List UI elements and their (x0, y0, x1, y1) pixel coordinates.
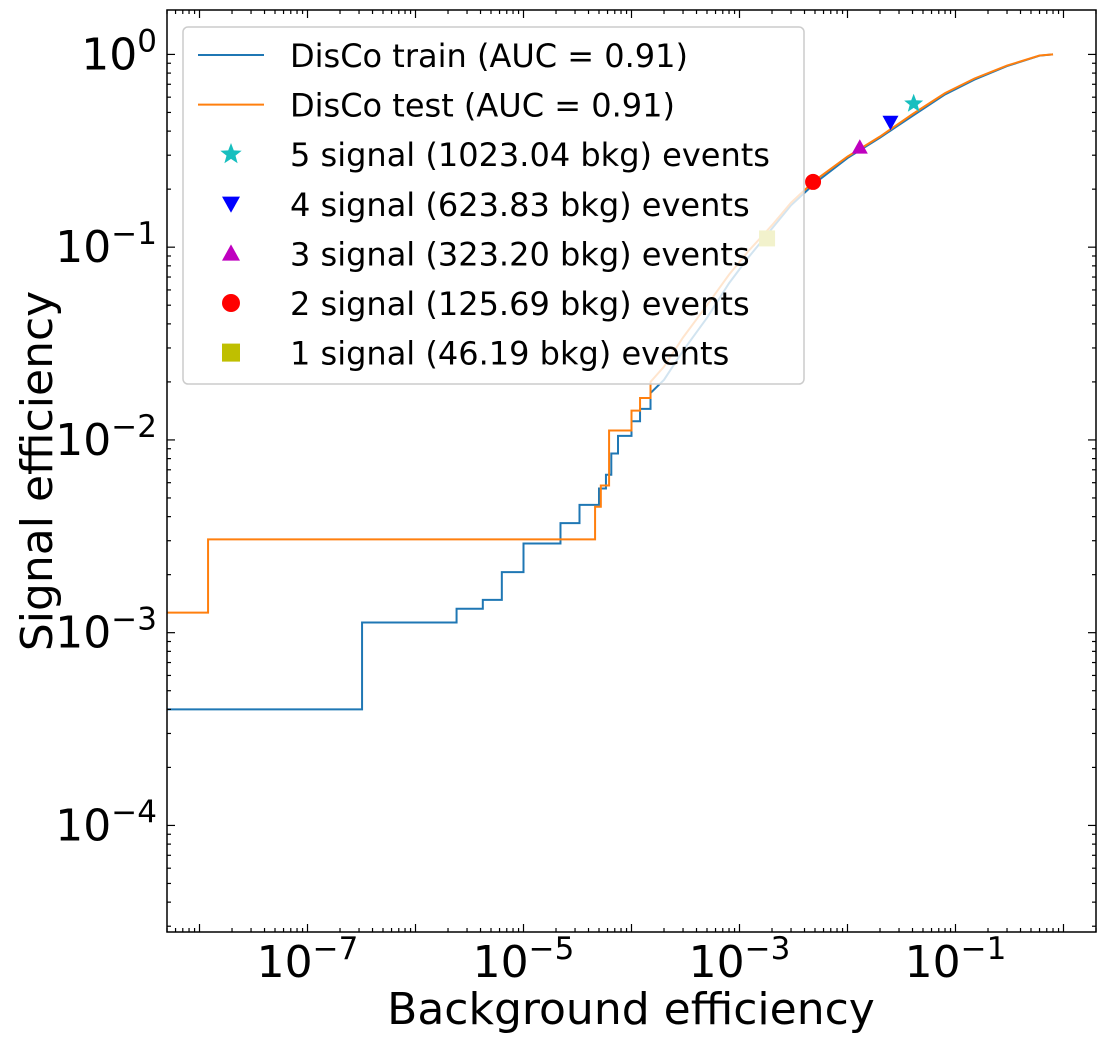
x-tick-label: 10−3 (689, 931, 791, 988)
tick-label-layer: 10−7 10−5 10−3 10−1 10−4 10−3 10−2 10−1 100 (55, 23, 1006, 988)
y-tick-label: 10−2 (55, 409, 157, 466)
y-tick-label: 100 (81, 23, 157, 80)
legend-marker-triangle-up (222, 244, 240, 261)
marker-circle (805, 173, 822, 190)
legend-label: 2 signal (125.69 bkg) events (290, 285, 750, 323)
legend-frame (182, 26, 805, 385)
tick-layer (166, 10, 1097, 932)
legend: DisCo train (AUC = 0.91) DisCo test (AUC … (182, 26, 805, 385)
marker-triangle-down (882, 115, 899, 131)
legend-label: DisCo test (AUC = 0.91) (290, 87, 675, 125)
legend-label: 1 signal (46.19 bkg) events (290, 335, 729, 373)
x-axis-label: Background efficiency (387, 984, 875, 1035)
x-tick-label: 10−7 (257, 931, 359, 988)
legend-label: 4 signal (623.83 bkg) events (290, 186, 750, 224)
legend-label: 3 signal (323.20 bkg) events (290, 235, 750, 273)
legend-marker-square (222, 343, 240, 362)
y-axis-label: Signal efficiency (12, 291, 63, 651)
marker-triangle-up (851, 139, 868, 154)
legend-label: 5 signal (1023.04 bkg) events (290, 136, 770, 174)
legend-label: DisCo train (AUC = 0.91) (290, 37, 688, 75)
marker-star (904, 93, 924, 112)
y-tick-label: 10−3 (55, 602, 157, 659)
series-line-train (167, 53, 1054, 711)
y-tick-label: 10−1 (55, 216, 157, 273)
legend-marker-star (220, 142, 242, 164)
legend-marker-circle (222, 294, 240, 312)
legend-marker-triangle-down (222, 196, 240, 213)
x-tick-label: 10−5 (473, 931, 575, 988)
x-tick-label: 10−1 (905, 931, 1007, 988)
y-tick-label: 10−4 (55, 794, 157, 851)
